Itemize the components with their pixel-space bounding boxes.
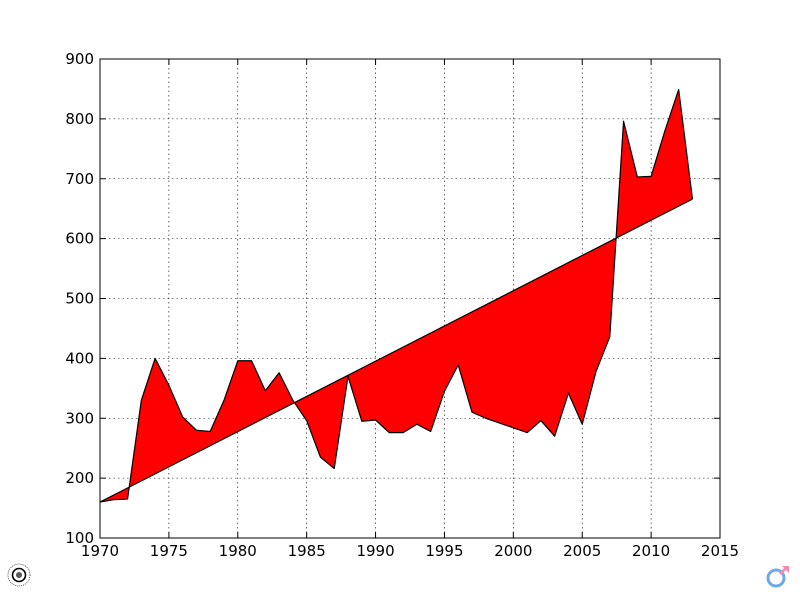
x-tick-label: 1975	[150, 542, 188, 560]
y-tick-label: 800	[65, 110, 94, 128]
area-fill	[100, 89, 693, 503]
y-tick-label: 900	[65, 50, 94, 68]
brand-logo-icon	[766, 566, 789, 588]
fill-between-region	[100, 89, 693, 503]
y-axis: 100 200 300 400 500 600 700 800 900	[65, 50, 720, 547]
x-tick-label: 2010	[632, 542, 670, 560]
x-tick-label: 1970	[81, 542, 119, 560]
x-tick-label: 2000	[494, 542, 532, 560]
series-line-1	[99, 88, 694, 503]
series-lines	[99, 88, 694, 503]
y-tick-label: 200	[65, 469, 94, 487]
y-tick-label: 700	[65, 170, 94, 188]
y-tick-label: 600	[65, 230, 94, 248]
watermark-seal-icon	[7, 563, 31, 587]
grid-lines	[100, 59, 720, 538]
y-tick-label: 100	[65, 529, 94, 547]
x-tick-label: 1980	[219, 542, 257, 560]
x-tick-label: 2005	[563, 542, 601, 560]
y-tick-label: 500	[65, 290, 94, 308]
x-tick-label: 2015	[701, 542, 739, 560]
y-tick-label: 400	[65, 349, 94, 367]
y-tick-label: 300	[65, 409, 94, 427]
series-line-2	[99, 198, 693, 503]
x-axis: 1970 1975 1980 1985 1990 1995 2000 2005 2010 2015	[81, 59, 739, 560]
x-tick-label: 1995	[425, 542, 463, 560]
x-tick-label: 1990	[356, 542, 394, 560]
x-tick-label: 1985	[288, 542, 326, 560]
